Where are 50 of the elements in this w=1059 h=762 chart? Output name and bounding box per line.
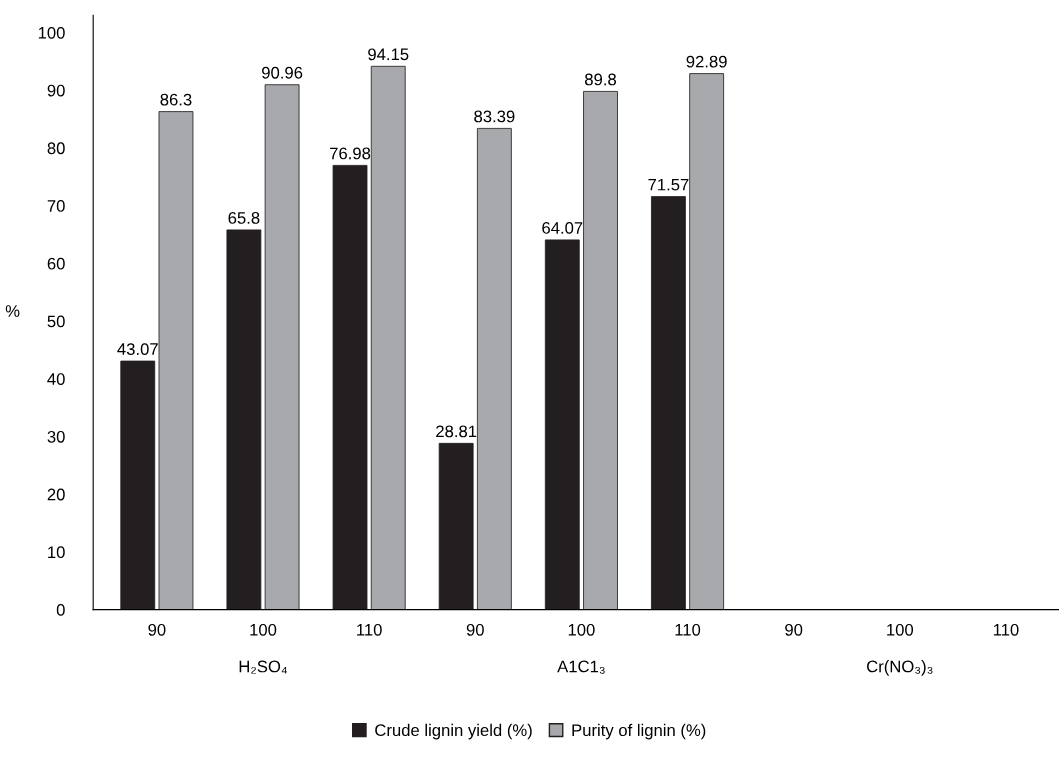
x-tick-label: 90 (785, 623, 803, 636)
x-tick-label: 110 (357, 623, 382, 636)
x-tick-label: 100 (250, 623, 277, 636)
bar (689, 73, 725, 610)
y-tick-label: 90 (47, 84, 65, 97)
bar (438, 442, 474, 610)
x-tick-label: 90 (148, 623, 166, 636)
bar (370, 65, 406, 610)
bar (476, 127, 512, 610)
bar (226, 229, 262, 610)
x-tick-label: 100 (887, 623, 914, 636)
data-label: 65.8 (228, 212, 260, 224)
y-tick-label: 70 (47, 200, 65, 212)
x-tick-label: 100 (568, 623, 595, 636)
y-axis-title: % (5, 305, 20, 317)
bar (332, 164, 368, 610)
bar (120, 360, 156, 610)
legend-label: Crude lignin yield (%) (375, 723, 532, 740)
data-label: 86.3 (160, 93, 192, 106)
y-tick-label: 100 (38, 26, 65, 39)
data-label: 28.81 (436, 425, 477, 438)
text: A1C1₃ (557, 660, 605, 674)
legend-label: Purity of lignin (%) (572, 723, 706, 740)
bar (544, 239, 580, 610)
x-tick-label: 110 (993, 623, 1019, 636)
data-label: 71.57 (648, 178, 689, 191)
x-tick-label: 90 (466, 623, 484, 636)
data-label: 76.98 (330, 147, 371, 160)
data-label: 43.07 (117, 343, 158, 355)
text: Cr(NO₃)₃ (867, 660, 933, 676)
y-tick-label: 40 (47, 373, 65, 385)
data-label: 90.96 (262, 66, 303, 79)
y-tick-label: 30 (47, 430, 65, 443)
data-label: 83.39 (474, 110, 515, 123)
data-label: 94.15 (368, 48, 409, 61)
x-tick-label: 110 (675, 623, 701, 636)
bar (158, 111, 194, 610)
data-label: 89.8 (585, 73, 616, 86)
bar (651, 196, 686, 610)
y-tick-label: 50 (47, 315, 65, 328)
y-tick-label: 80 (47, 142, 65, 155)
bar (264, 84, 300, 610)
y-tick-label: 10 (48, 546, 65, 559)
y-tick-label: 60 (47, 257, 65, 270)
text: H₂SO₄ (239, 660, 288, 674)
data-label: 64.07 (542, 222, 583, 234)
y-tick-label: 0 (56, 604, 65, 616)
data-label: 92.89 (686, 55, 727, 68)
y-tick-label: 20 (47, 488, 65, 501)
bar (583, 90, 618, 610)
